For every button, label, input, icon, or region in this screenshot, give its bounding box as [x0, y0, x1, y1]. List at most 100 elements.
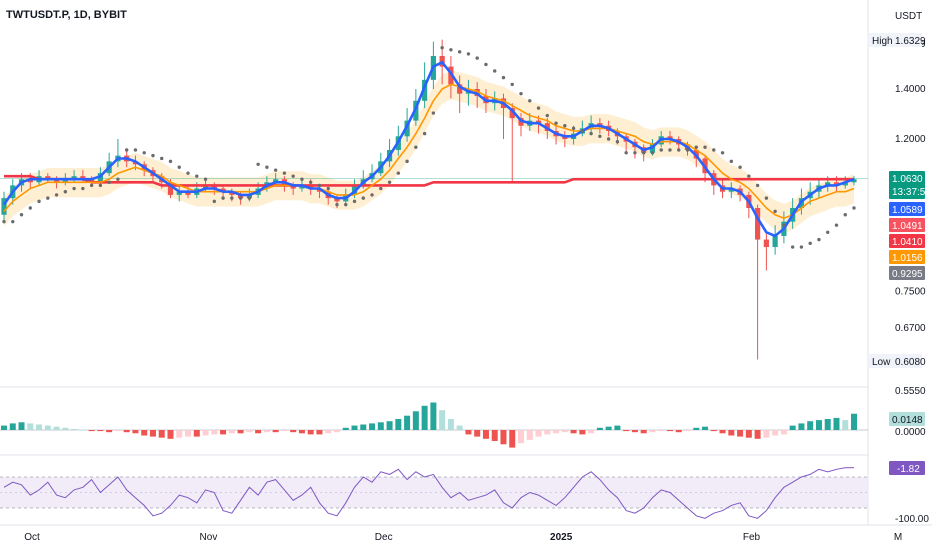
- macd-bar: [290, 430, 297, 433]
- macd-bar: [220, 430, 227, 435]
- price-tag-bg: [889, 171, 925, 199]
- macd-bar: [430, 402, 437, 430]
- macd-bar: [106, 430, 113, 433]
- sar-dot: [291, 174, 295, 178]
- candle-body: [851, 179, 857, 183]
- time-axis[interactable]: Oct Nov Dec 2025 Feb M: [24, 532, 902, 543]
- macd-bar: [833, 417, 840, 430]
- candle-body: [27, 179, 33, 183]
- sar-dot: [195, 174, 199, 178]
- sar-dot: [344, 202, 348, 207]
- sar-dot: [536, 106, 541, 110]
- sar-dot: [501, 75, 506, 80]
- sar-dot: [510, 82, 514, 87]
- candle-body: [53, 179, 60, 183]
- macd-bar: [465, 430, 472, 435]
- candle-body: [80, 176, 86, 180]
- high-value: 1.6329: [895, 36, 926, 47]
- rsi-line: [3, 467, 855, 519]
- candle-body: [299, 185, 305, 189]
- macd-bar: [351, 425, 358, 430]
- sar-dot: [449, 48, 453, 52]
- sar-dot: [615, 140, 620, 144]
- macd-tag-bg: [889, 412, 925, 426]
- currency-label[interactable]: USDT: [895, 11, 922, 22]
- price-axis[interactable]: 1.4000 1.2000 0.7500 0.6700 1.6329 0.5550 High…: [868, 33, 931, 525]
- macd-bar: [342, 427, 349, 430]
- candle-body: [167, 182, 174, 195]
- macd-bar: [605, 426, 612, 430]
- sar-dot: [142, 151, 146, 155]
- macd-bar: [518, 430, 525, 444]
- macd-bar: [807, 421, 814, 430]
- candle-body: [97, 173, 103, 183]
- macd-bar: [579, 430, 586, 435]
- price-tag-bg: [889, 234, 925, 248]
- candle-body: [842, 182, 848, 186]
- macd-bar: [658, 430, 665, 432]
- price-tag-value: 1.0410: [892, 237, 923, 248]
- candle-body: [89, 179, 95, 183]
- sar-dot: [212, 199, 217, 204]
- macd-bar: [255, 430, 262, 434]
- macd-bar: [649, 430, 656, 433]
- macd-bar: [360, 424, 367, 430]
- macd-bar: [614, 425, 621, 430]
- macd-bar: [395, 419, 402, 430]
- macd-bar: [132, 430, 139, 434]
- macd-bar: [482, 430, 489, 439]
- macd-bar: [325, 430, 332, 434]
- sar-dot: [712, 148, 716, 152]
- macd-bar: [158, 430, 165, 438]
- macd-bar: [666, 430, 673, 432]
- macd-bar: [185, 430, 192, 437]
- macd-bar: [211, 430, 218, 435]
- sar-dot: [28, 206, 32, 210]
- sar-dot: [580, 129, 585, 133]
- sar-dot: [799, 245, 804, 249]
- sar-dot: [782, 223, 786, 227]
- macd-bar: [561, 430, 568, 433]
- low-value: 0.6080: [895, 357, 926, 368]
- sar-dot: [790, 245, 795, 249]
- rsi-pane[interactable]: [0, 467, 868, 519]
- macd-bar: [79, 430, 86, 431]
- candle-body: [176, 191, 182, 195]
- macd-bar: [228, 430, 235, 434]
- macd-bar: [202, 430, 209, 436]
- sar-dot: [685, 148, 690, 152]
- sar-dot: [563, 124, 567, 128]
- macd-bar: [535, 430, 542, 437]
- sar-dot: [554, 121, 558, 125]
- macd-bar: [842, 420, 849, 430]
- macd-pane[interactable]: [0, 402, 868, 448]
- rsi-tag-bg: [889, 461, 925, 475]
- sar-dot: [493, 69, 497, 73]
- sar-dot: [624, 151, 628, 155]
- sar-dot: [63, 189, 68, 194]
- macd-bar: [281, 430, 288, 432]
- sar-dot: [703, 145, 707, 149]
- sar-dot: [265, 165, 269, 169]
- price-pane[interactable]: [0, 39, 868, 360]
- candle-body: [509, 108, 515, 119]
- rsi-band: [0, 477, 868, 508]
- sar-dot: [89, 183, 94, 188]
- sar-dot: [528, 99, 532, 103]
- candle-body: [825, 182, 831, 186]
- macd-bar: [88, 430, 95, 432]
- sar-dot: [598, 134, 602, 139]
- candle-body: [755, 207, 761, 240]
- sar-dot: [11, 219, 15, 224]
- candle-body: [772, 235, 778, 248]
- macd-bar: [27, 423, 34, 430]
- macd-bar: [193, 430, 200, 437]
- sar-dot: [379, 186, 383, 191]
- sar-dot: [203, 177, 208, 181]
- sar-dot: [843, 213, 847, 217]
- macd-bar: [544, 430, 551, 435]
- sar-dot: [431, 111, 436, 115]
- sar-dot: [405, 159, 409, 164]
- macd-bar: [675, 430, 682, 433]
